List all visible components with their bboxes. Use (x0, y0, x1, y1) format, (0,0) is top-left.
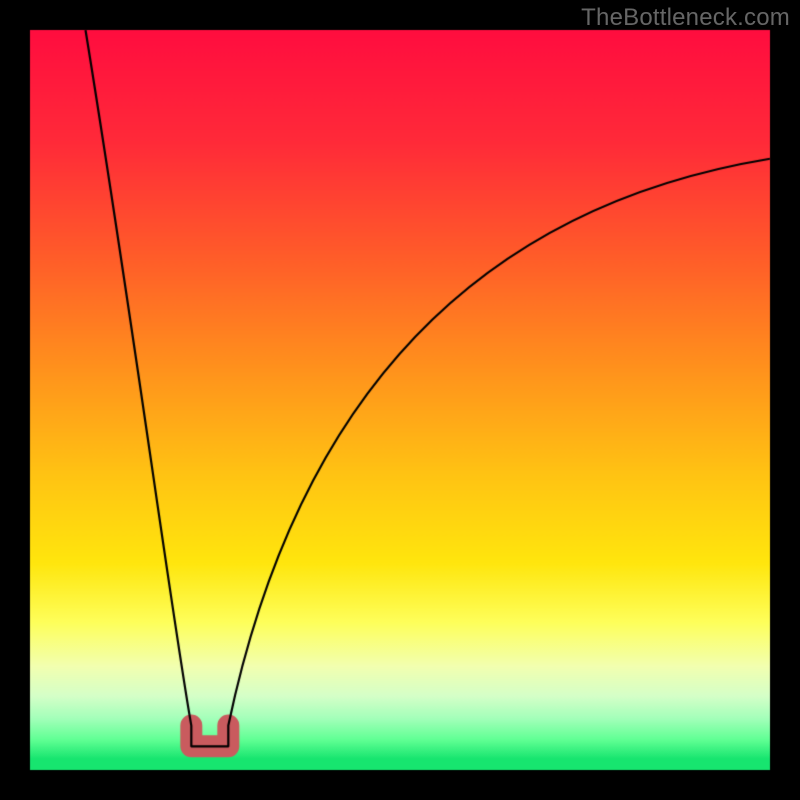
chart-root: TheBottleneck.com (0, 0, 800, 800)
bottleneck-curve (0, 0, 800, 800)
